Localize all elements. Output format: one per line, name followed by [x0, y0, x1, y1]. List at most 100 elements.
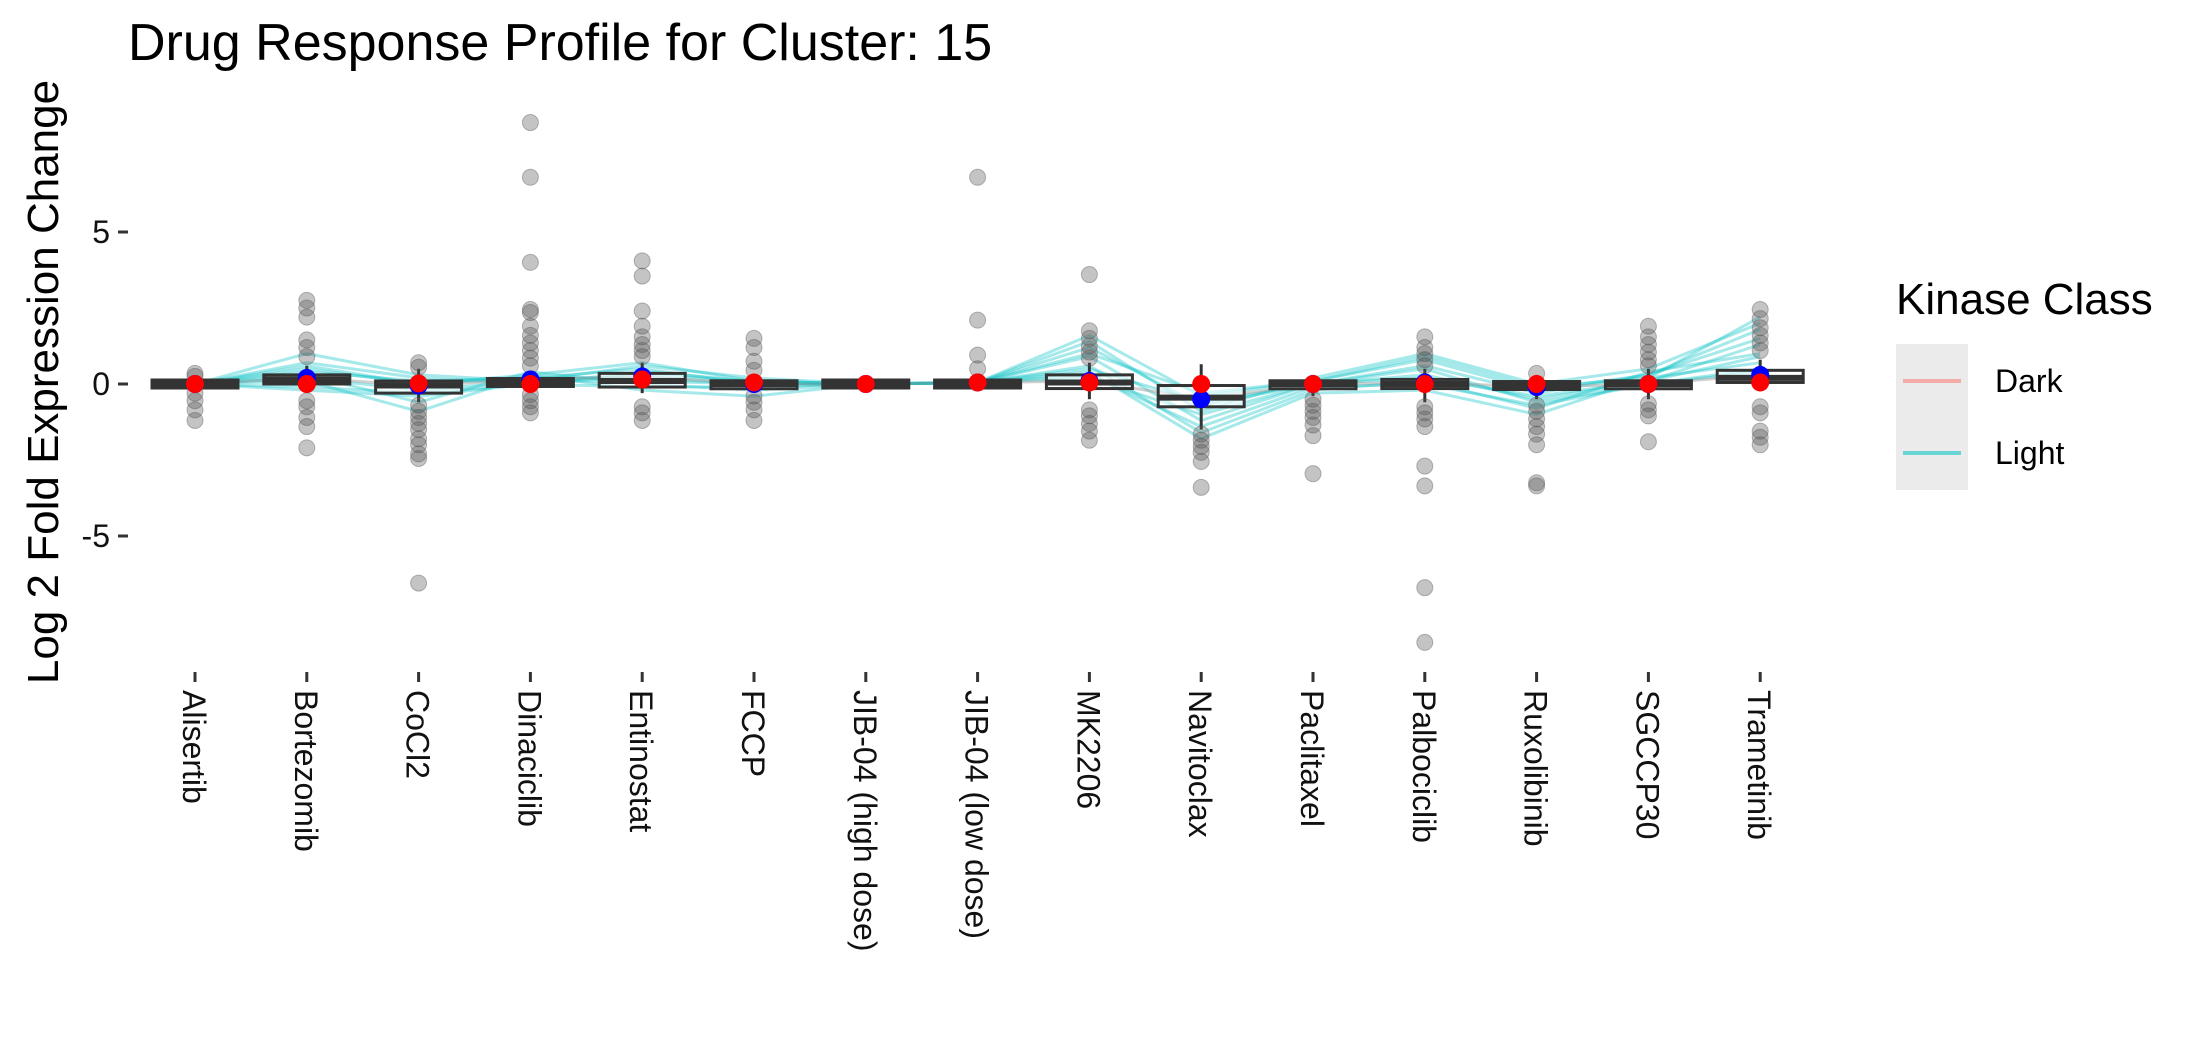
- outlier-point: [1751, 310, 1769, 328]
- outlier-point: [1192, 443, 1210, 461]
- outlier-point: [1751, 319, 1769, 337]
- box-8: [1044, 266, 1134, 449]
- legend-title: Kinase Class: [1896, 275, 2153, 324]
- outlier-point: [1416, 457, 1434, 475]
- outlier-point: [1416, 418, 1434, 436]
- outlier-point: [521, 342, 539, 360]
- outlier-point: [1639, 357, 1657, 375]
- outlier-point: [521, 398, 539, 416]
- outlier-point: [1192, 453, 1210, 471]
- outlier-point: [633, 348, 651, 366]
- outlier-point: [633, 335, 651, 353]
- dark-mean-point: [1192, 375, 1211, 393]
- outlier-point: [298, 291, 316, 309]
- outlier-point: [969, 168, 987, 186]
- outlier-point: [298, 408, 316, 426]
- light-mean-point: [1192, 390, 1211, 409]
- x-tick-label: JIB-04 (high dose): [847, 690, 883, 951]
- outlier-point: [1751, 301, 1769, 319]
- outlier-point: [1304, 427, 1322, 445]
- outlier-point: [1192, 431, 1210, 449]
- outlier-point: [1416, 357, 1434, 375]
- x-tick-label: CoCl2: [400, 690, 436, 779]
- outlier-point: [1080, 337, 1098, 355]
- box-3: [485, 114, 575, 422]
- outlier-point: [633, 342, 651, 360]
- outlier-point: [633, 404, 651, 422]
- outlier-point: [1639, 351, 1657, 369]
- outlier-point: [1751, 398, 1769, 416]
- outlier-point: [1751, 334, 1769, 352]
- dark-mean-point: [1751, 373, 1770, 392]
- outlier-point: [1528, 474, 1546, 492]
- outlier-point: [521, 349, 539, 367]
- outlier-point: [1528, 402, 1546, 420]
- outlier-point: [1080, 401, 1098, 419]
- outlier-point: [1416, 328, 1434, 346]
- outlier-point: [1080, 349, 1098, 367]
- dark-mean-point: [409, 374, 428, 393]
- x-tick-label: Palbociclib: [1406, 690, 1442, 843]
- outlier-point: [1751, 404, 1769, 422]
- outlier-point: [633, 317, 651, 335]
- outlier-point: [1639, 407, 1657, 425]
- outlier-point: [521, 404, 539, 422]
- dark-mean-point: [186, 375, 204, 393]
- outlier-point: [969, 346, 987, 364]
- outlier-point: [1304, 408, 1322, 426]
- x-tick-label: Alisertib: [176, 690, 212, 804]
- outlier-point: [410, 402, 428, 420]
- outlier-point: [410, 449, 428, 467]
- outlier-point: [410, 408, 428, 426]
- outlier-point: [1080, 322, 1098, 340]
- outlier-point: [1751, 428, 1769, 446]
- outlier-point: [410, 358, 428, 376]
- outlier-point: [1416, 339, 1434, 357]
- x-tick-label: Trametinib: [1741, 690, 1777, 840]
- dark-mean-point: [1304, 375, 1322, 393]
- outlier-point: [410, 574, 428, 592]
- y-tick-label: 5: [92, 214, 110, 250]
- outlier-point: [186, 411, 204, 429]
- outlier-point: [298, 439, 316, 457]
- outlier-point: [298, 331, 316, 349]
- box-7: [933, 168, 1023, 390]
- dark-mean-point: [1415, 375, 1434, 393]
- mean-points: [186, 365, 1770, 409]
- outlier-point: [1416, 579, 1434, 597]
- x-tick-label: Paclitaxel: [1294, 690, 1330, 827]
- outlier-point: [410, 430, 428, 448]
- dark-mean-point: [745, 373, 763, 392]
- outlier-point: [1639, 433, 1657, 451]
- dark-mean-point: [1080, 373, 1099, 392]
- outlier-point: [1304, 402, 1322, 420]
- outlier-point: [1416, 410, 1434, 428]
- legend-key-background: [1896, 344, 1968, 490]
- outlier-point: [521, 334, 539, 352]
- outlier-point: [1080, 343, 1098, 361]
- outlier-point: [1080, 329, 1098, 347]
- outlier-point: [1416, 477, 1434, 495]
- x-tick-label: Navitoclax: [1182, 690, 1218, 838]
- dark-mean-point: [297, 375, 316, 393]
- outlier-point: [1304, 465, 1322, 483]
- x-axis: Alisertib Bortezomib CoCl2 Dinaciclib Entino…: [176, 672, 1777, 951]
- outlier-point: [410, 436, 428, 454]
- outlier-point: [298, 348, 316, 366]
- outlier-point: [633, 328, 651, 346]
- outlier-point: [633, 267, 651, 285]
- outlier-point: [521, 168, 539, 186]
- outlier-point: [298, 418, 316, 436]
- outlier-point: [745, 411, 763, 429]
- outlier-point: [1080, 415, 1098, 433]
- outlier-point: [1080, 407, 1098, 425]
- outlier-point: [410, 415, 428, 433]
- outlier-point: [1416, 398, 1434, 416]
- x-tick-label: Dinaciclib: [511, 690, 547, 827]
- legend: Kinase Class Dark Light: [1896, 275, 2153, 490]
- outlier-point: [1192, 437, 1210, 455]
- outlier-point: [1528, 418, 1546, 436]
- outlier-point: [298, 308, 316, 326]
- outlier-point: [1639, 343, 1657, 361]
